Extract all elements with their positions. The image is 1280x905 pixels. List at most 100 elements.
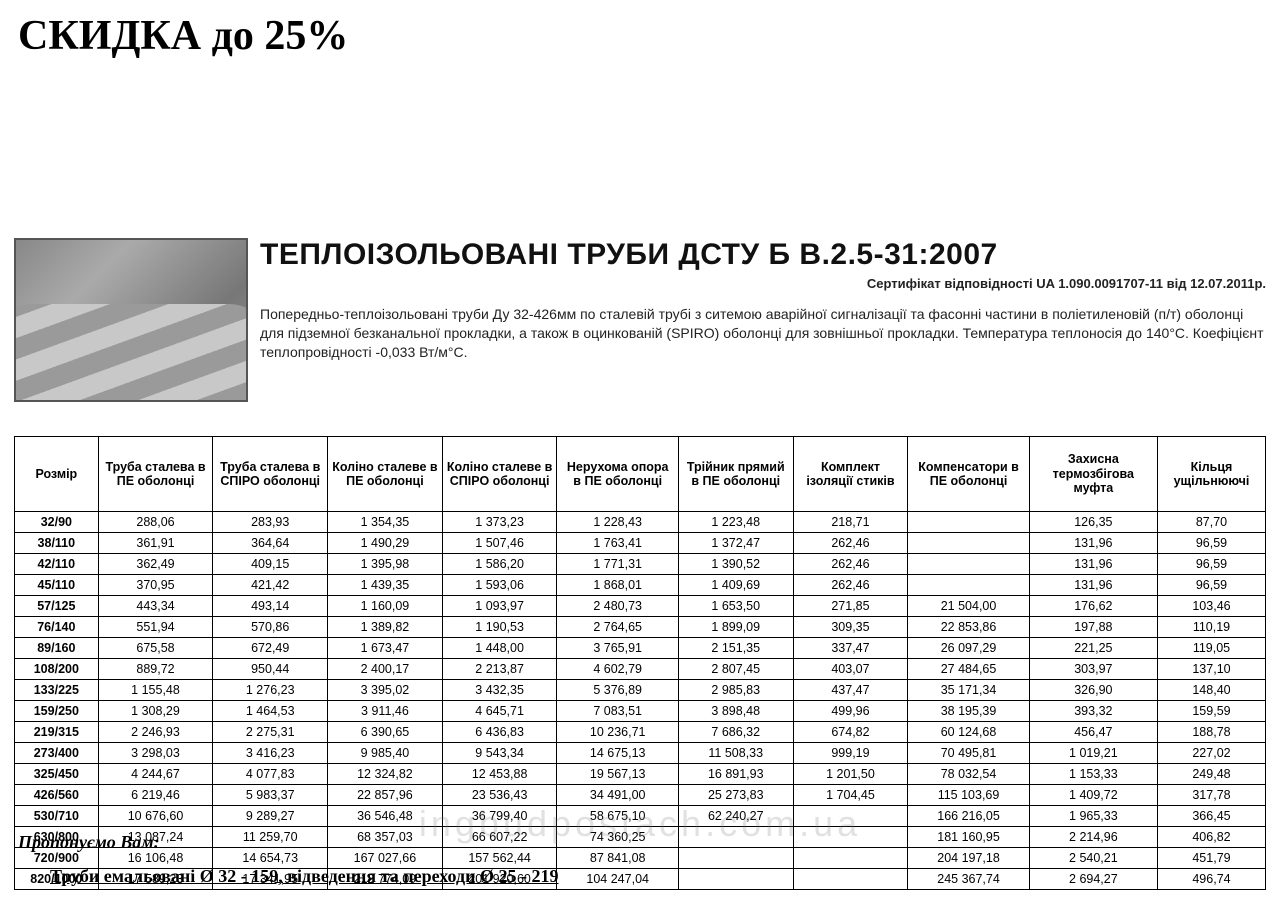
data-cell: 1 093,97 — [442, 596, 557, 617]
data-cell: 23 536,43 — [442, 785, 557, 806]
data-cell: 4 645,71 — [442, 701, 557, 722]
data-cell: 96,59 — [1157, 554, 1265, 575]
certificate-line: Сертифікат відповідності UA 1.090.009170… — [260, 276, 1266, 291]
data-cell: 74 360,25 — [557, 827, 678, 848]
data-cell: 496,74 — [1157, 869, 1265, 890]
data-cell — [793, 848, 908, 869]
data-cell: 181 160,95 — [908, 827, 1029, 848]
table-header-cell: Компенсатори в ПЕ оболонці — [908, 437, 1029, 512]
data-cell: 6 219,46 — [98, 785, 213, 806]
data-cell: 159,59 — [1157, 701, 1265, 722]
data-cell: 1 439,35 — [328, 575, 443, 596]
size-cell: 530/710 — [15, 806, 99, 827]
table-header-cell: Нерухома опора в ПЕ оболонці — [557, 437, 678, 512]
table-body: 32/90288,06283,931 354,351 373,231 228,4… — [15, 512, 1266, 890]
data-cell: 675,58 — [98, 638, 213, 659]
data-cell: 2 151,35 — [678, 638, 793, 659]
table-header-cell: Труба сталева в СПІРО оболонці — [213, 437, 328, 512]
table-header-cell: Коліно сталеве в ПЕ оболонці — [328, 437, 443, 512]
data-cell: 2 213,87 — [442, 659, 557, 680]
data-cell: 1 155,48 — [98, 680, 213, 701]
table-row: 45/110370,95421,421 439,351 593,061 868,… — [15, 575, 1266, 596]
data-cell: 26 097,29 — [908, 638, 1029, 659]
data-cell: 674,82 — [793, 722, 908, 743]
data-cell: 2 246,93 — [98, 722, 213, 743]
data-cell: 7 686,32 — [678, 722, 793, 743]
data-cell: 3 898,48 — [678, 701, 793, 722]
data-cell: 2 540,21 — [1029, 848, 1157, 869]
data-cell: 68 357,03 — [328, 827, 443, 848]
data-cell: 493,14 — [213, 596, 328, 617]
data-cell: 14 675,13 — [557, 743, 678, 764]
data-cell: 337,47 — [793, 638, 908, 659]
data-cell: 1 771,31 — [557, 554, 678, 575]
data-cell: 3 911,46 — [328, 701, 443, 722]
data-cell: 38 195,39 — [908, 701, 1029, 722]
size-cell: 76/140 — [15, 617, 99, 638]
data-cell: 1 395,98 — [328, 554, 443, 575]
data-cell: 326,90 — [1029, 680, 1157, 701]
data-cell: 1 653,50 — [678, 596, 793, 617]
data-cell — [793, 869, 908, 890]
data-cell: 96,59 — [1157, 533, 1265, 554]
data-cell: 283,93 — [213, 512, 328, 533]
data-cell: 3 432,35 — [442, 680, 557, 701]
data-cell: 137,10 — [1157, 659, 1265, 680]
table-row: 426/5606 219,465 983,3722 857,9623 536,4… — [15, 785, 1266, 806]
data-cell: 2 764,65 — [557, 617, 678, 638]
table-row: 273/4003 298,033 416,239 985,409 543,341… — [15, 743, 1266, 764]
data-cell: 309,35 — [793, 617, 908, 638]
data-cell: 1 899,09 — [678, 617, 793, 638]
table-row: 32/90288,06283,931 354,351 373,231 228,4… — [15, 512, 1266, 533]
data-cell: 34 491,00 — [557, 785, 678, 806]
data-cell: 2 985,83 — [678, 680, 793, 701]
price-table: РозмірТруба сталева в ПЕ оболонціТруба с… — [14, 436, 1266, 890]
data-cell: 3 298,03 — [98, 743, 213, 764]
data-cell: 1 160,09 — [328, 596, 443, 617]
data-cell: 1 868,01 — [557, 575, 678, 596]
data-cell: 221,25 — [1029, 638, 1157, 659]
table-header-cell: Коліно сталеве в СПІРО оболонці — [442, 437, 557, 512]
table-row: 133/2251 155,481 276,233 395,023 432,355… — [15, 680, 1266, 701]
data-cell: 271,85 — [793, 596, 908, 617]
data-cell: 288,06 — [98, 512, 213, 533]
data-cell — [908, 512, 1029, 533]
data-cell: 1 965,33 — [1029, 806, 1157, 827]
data-cell: 1 704,45 — [793, 785, 908, 806]
data-cell: 115 103,69 — [908, 785, 1029, 806]
data-cell: 6 390,65 — [328, 722, 443, 743]
data-cell: 262,46 — [793, 575, 908, 596]
table-row: 325/4504 244,674 077,8312 324,8212 453,8… — [15, 764, 1266, 785]
size-cell: 38/110 — [15, 533, 99, 554]
data-cell: 1 228,43 — [557, 512, 678, 533]
data-cell: 36 546,48 — [328, 806, 443, 827]
data-cell: 218,71 — [793, 512, 908, 533]
data-cell: 12 453,88 — [442, 764, 557, 785]
data-cell: 16 891,93 — [678, 764, 793, 785]
size-cell: 108/200 — [15, 659, 99, 680]
data-cell: 1 201,50 — [793, 764, 908, 785]
data-cell: 1 373,23 — [442, 512, 557, 533]
table-header-cell: Кільця ущільнюючі — [1157, 437, 1265, 512]
data-cell: 3 395,02 — [328, 680, 443, 701]
header-block: ТЕПЛОІЗОЛЬОВАНІ ТРУБИ ДСТУ Б В.2.5-31:20… — [14, 238, 1266, 402]
data-cell: 11 259,70 — [213, 827, 328, 848]
data-cell: 27 484,65 — [908, 659, 1029, 680]
data-cell: 62 240,27 — [678, 806, 793, 827]
size-cell: 45/110 — [15, 575, 99, 596]
data-cell: 104 247,04 — [557, 869, 678, 890]
table-row: 108/200889,72950,442 400,172 213,874 602… — [15, 659, 1266, 680]
price-table-wrap: РозмірТруба сталева в ПЕ оболонціТруба с… — [14, 436, 1266, 890]
data-cell: 4 077,83 — [213, 764, 328, 785]
data-cell: 2 807,45 — [678, 659, 793, 680]
data-cell: 393,32 — [1029, 701, 1157, 722]
data-cell: 12 324,82 — [328, 764, 443, 785]
data-cell: 443,34 — [98, 596, 213, 617]
data-cell: 103,46 — [1157, 596, 1265, 617]
data-cell: 87 841,08 — [557, 848, 678, 869]
size-cell: 426/560 — [15, 785, 99, 806]
data-cell: 70 495,81 — [908, 743, 1029, 764]
data-cell: 188,78 — [1157, 722, 1265, 743]
table-header-cell: Трійник прямий в ПЕ оболонці — [678, 437, 793, 512]
data-cell: 10 236,71 — [557, 722, 678, 743]
